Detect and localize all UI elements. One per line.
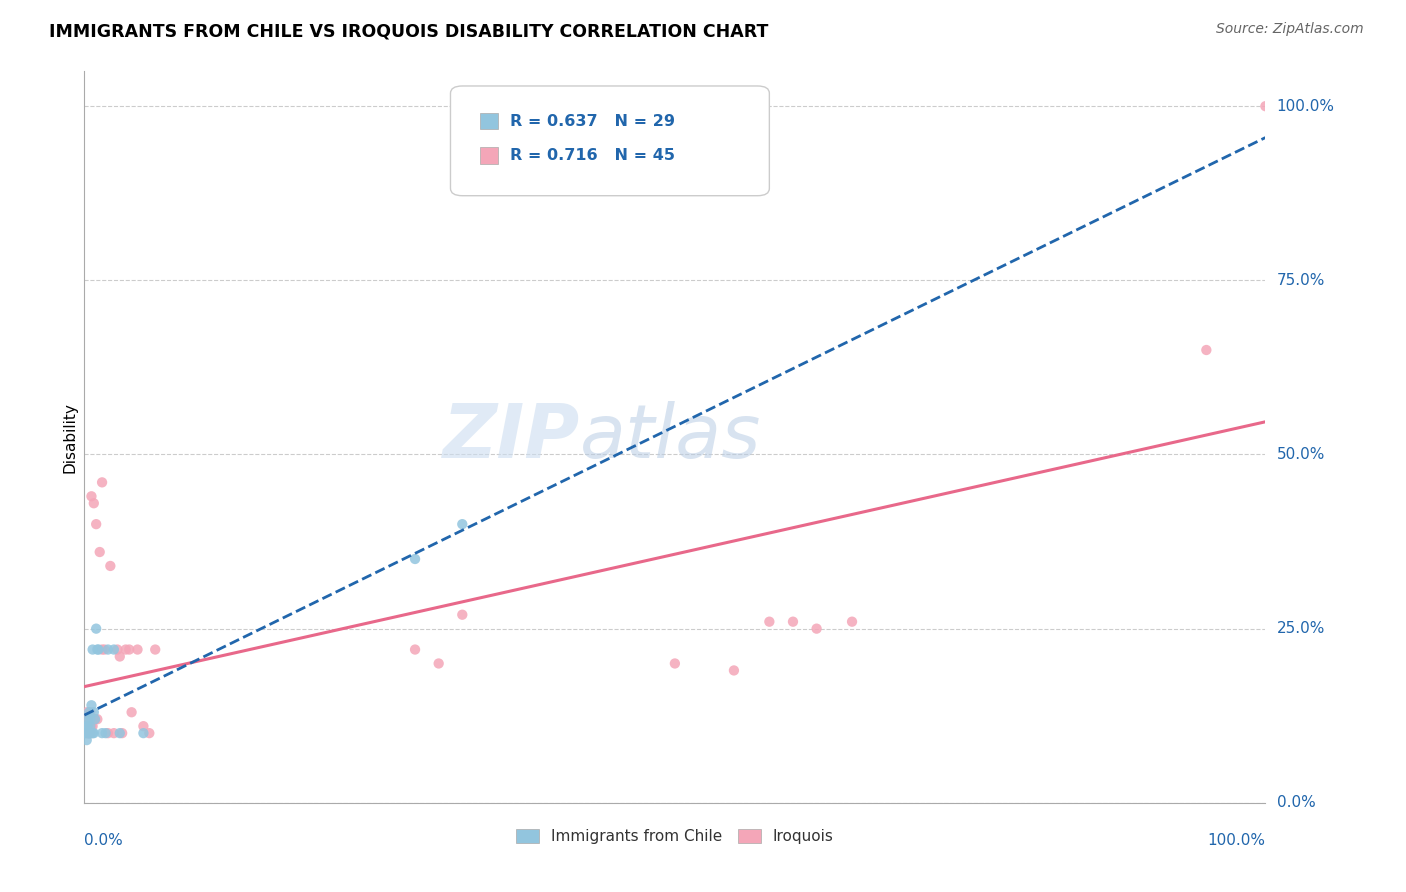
Point	[97, 726, 120, 740]
Point	[114, 642, 136, 657]
FancyBboxPatch shape	[450, 86, 769, 195]
Text: 0.0%: 0.0%	[84, 833, 124, 848]
Y-axis label: Disability: Disability	[62, 401, 77, 473]
Point	[806, 622, 828, 636]
Point	[84, 517, 107, 532]
Text: Source: ZipAtlas.com: Source: ZipAtlas.com	[1216, 22, 1364, 37]
Point	[77, 712, 100, 726]
Point	[82, 642, 104, 657]
Text: 50.0%: 50.0%	[1277, 447, 1324, 462]
Point	[97, 642, 120, 657]
Point	[84, 622, 107, 636]
Point	[75, 726, 97, 740]
Point	[91, 726, 114, 740]
Point	[91, 642, 114, 657]
Point	[98, 558, 121, 573]
FancyBboxPatch shape	[479, 113, 498, 129]
Point	[77, 726, 100, 740]
Point	[451, 517, 474, 532]
Point	[83, 705, 105, 719]
Text: atlas: atlas	[581, 401, 762, 473]
Point	[79, 719, 101, 733]
Point	[79, 712, 101, 726]
Text: IMMIGRANTS FROM CHILE VS IROQUOIS DISABILITY CORRELATION CHART: IMMIGRANTS FROM CHILE VS IROQUOIS DISABI…	[49, 22, 769, 40]
Point	[82, 719, 104, 733]
Point	[77, 726, 100, 740]
Point	[89, 545, 111, 559]
Text: 75.0%: 75.0%	[1277, 273, 1324, 288]
Point	[108, 649, 131, 664]
Point	[80, 719, 103, 733]
Point	[79, 726, 101, 740]
Point	[79, 705, 101, 719]
Text: ZIP: ZIP	[443, 401, 581, 474]
Text: R = 0.637   N = 29: R = 0.637 N = 29	[510, 113, 675, 128]
Point	[93, 642, 115, 657]
Point	[118, 642, 141, 657]
Point	[80, 489, 103, 503]
Text: 25.0%: 25.0%	[1277, 621, 1324, 636]
Legend: Immigrants from Chile, Iroquois: Immigrants from Chile, Iroquois	[510, 822, 839, 850]
Point	[111, 726, 134, 740]
Point	[83, 726, 105, 740]
Point	[86, 712, 108, 726]
Point	[80, 726, 103, 740]
Text: 0.0%: 0.0%	[1277, 796, 1315, 810]
Point	[84, 712, 107, 726]
Point	[143, 642, 166, 657]
Point	[82, 726, 104, 740]
Point	[664, 657, 686, 671]
Point	[76, 719, 98, 733]
Point	[1254, 99, 1277, 113]
Point	[77, 719, 100, 733]
Point	[108, 726, 131, 740]
Point	[103, 726, 125, 740]
Point	[80, 698, 103, 713]
FancyBboxPatch shape	[479, 147, 498, 163]
Point	[107, 642, 129, 657]
Point	[404, 552, 426, 566]
Point	[91, 475, 114, 490]
Point	[76, 719, 98, 733]
Point	[132, 726, 155, 740]
Point	[77, 726, 100, 740]
Point	[782, 615, 804, 629]
Point	[86, 642, 108, 657]
Point	[103, 642, 125, 657]
Point	[841, 615, 863, 629]
Point	[77, 712, 100, 726]
Point	[79, 726, 101, 740]
Point	[1195, 343, 1218, 357]
Point	[77, 719, 100, 733]
Point	[76, 705, 98, 719]
Point	[83, 496, 105, 510]
Point	[451, 607, 474, 622]
Point	[723, 664, 745, 678]
Point	[79, 712, 101, 726]
Point	[121, 705, 143, 719]
Point	[758, 615, 780, 629]
Text: 100.0%: 100.0%	[1208, 833, 1265, 848]
Point	[76, 733, 98, 747]
Point	[75, 726, 97, 740]
Point	[132, 719, 155, 733]
Point	[87, 642, 110, 657]
Point	[138, 726, 160, 740]
Point	[77, 726, 100, 740]
Point	[404, 642, 426, 657]
Point	[77, 705, 100, 719]
Point	[84, 712, 107, 726]
Text: 100.0%: 100.0%	[1277, 99, 1334, 113]
Text: R = 0.716   N = 45: R = 0.716 N = 45	[510, 148, 675, 163]
Point	[94, 726, 117, 740]
Point	[427, 657, 450, 671]
Point	[127, 642, 149, 657]
